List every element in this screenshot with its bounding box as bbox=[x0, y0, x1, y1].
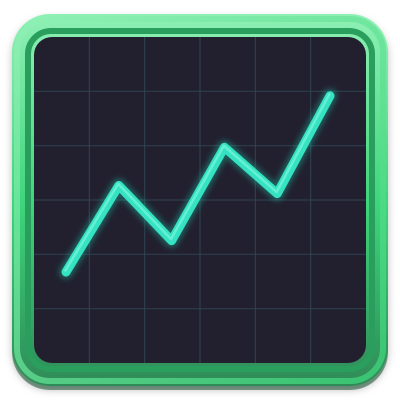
trend-line bbox=[61, 91, 335, 277]
frame-rim bbox=[14, 16, 386, 384]
trend-line-highlight bbox=[64, 92, 331, 272]
inner-bevel bbox=[25, 28, 375, 372]
